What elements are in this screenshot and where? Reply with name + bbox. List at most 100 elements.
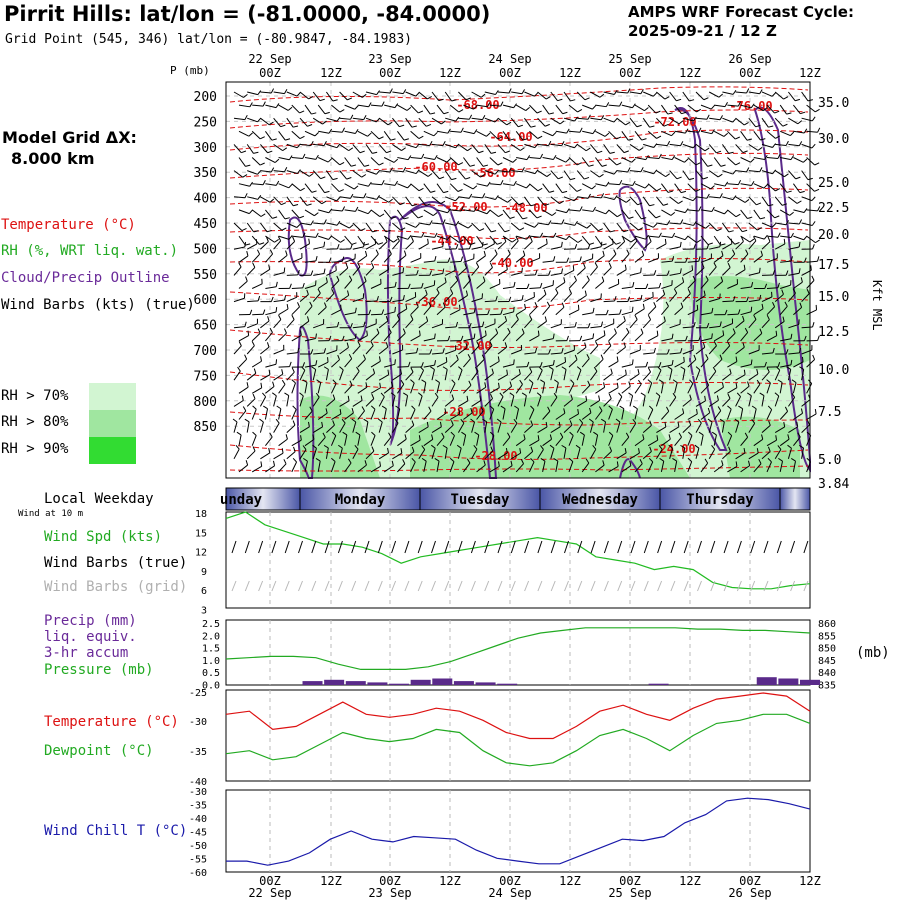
wind-barb xyxy=(397,254,407,263)
wind-barb-feather xyxy=(445,357,448,363)
wind-barb-feather xyxy=(744,327,749,333)
wind-barb-feather xyxy=(442,444,448,449)
wind-barb xyxy=(753,308,764,316)
wind-barb-feather xyxy=(336,243,340,250)
wind-barb xyxy=(273,395,277,407)
wind-barb-feather xyxy=(301,366,306,371)
wind-barb-feather xyxy=(241,150,247,154)
wind-barb xyxy=(238,434,242,446)
wind-barb xyxy=(576,170,585,180)
wind-barb-feather xyxy=(460,418,465,424)
wind-barb xyxy=(740,131,748,141)
wind-barb xyxy=(722,196,734,201)
wind-barb xyxy=(344,209,356,212)
wind-barb-feather xyxy=(376,295,379,302)
wind-barb xyxy=(312,292,321,302)
wind-barb xyxy=(370,435,376,446)
wind-barb-feather xyxy=(314,212,319,217)
wind-barb-feather xyxy=(706,193,710,199)
wind-barb xyxy=(449,157,459,166)
wind-barb-feather xyxy=(455,196,460,202)
wind-barb xyxy=(555,412,566,420)
wind-barb-feather xyxy=(319,98,325,102)
wind-barb-feather xyxy=(747,381,750,387)
wind-barb-feather xyxy=(640,89,644,94)
wind-barb xyxy=(251,465,262,473)
height-tick-label: 15.0 xyxy=(818,290,849,305)
wind-barb-feather xyxy=(465,342,468,348)
wind-barb-feather xyxy=(767,236,771,242)
wind-barb-feather xyxy=(394,418,399,424)
grid-wind-barb xyxy=(284,580,290,592)
wind-barb-feather xyxy=(743,264,746,270)
wind-barb-feather xyxy=(753,314,757,320)
wind-barb xyxy=(331,309,342,316)
wind-barb xyxy=(431,91,440,101)
wind-barb xyxy=(568,359,578,368)
wind-barb xyxy=(577,117,589,120)
wind-barb xyxy=(735,421,740,433)
wind-barb-feather xyxy=(467,224,473,229)
wind-barb xyxy=(753,332,763,342)
wind-barb xyxy=(344,235,353,245)
wind-barb-feather xyxy=(377,418,383,423)
wind-barb-feather xyxy=(764,283,768,289)
wind-barb xyxy=(357,130,368,137)
top-hour-label: 00Z xyxy=(619,66,641,80)
wind-barb xyxy=(537,449,544,460)
wind-barb xyxy=(629,272,641,276)
wind-barb xyxy=(695,346,706,355)
wind-barb xyxy=(463,384,472,394)
wind-barb-feather xyxy=(315,333,317,339)
wind-barb-feather xyxy=(268,447,271,453)
wind-barb xyxy=(317,104,326,115)
wind-barb-feather xyxy=(534,270,538,276)
wind-barb xyxy=(344,434,348,446)
wind-barb xyxy=(761,170,773,175)
surface-wind-barb xyxy=(577,540,583,554)
wind-barb-feather xyxy=(564,356,567,363)
wind-barb-feather xyxy=(760,250,763,256)
wind-barb-feather xyxy=(737,309,741,315)
wind-barb xyxy=(603,91,615,95)
wind-barb xyxy=(423,338,435,342)
wind-barb-feather xyxy=(252,262,256,268)
grid-wind-barb xyxy=(311,580,317,592)
wind-barb-feather xyxy=(386,150,392,154)
wind-barb xyxy=(352,91,363,98)
wind-barb xyxy=(410,257,421,263)
wind-barb-feather xyxy=(640,392,646,397)
wind-barb xyxy=(708,345,717,355)
grid-wind-barb xyxy=(577,580,583,592)
wind-barb-feather xyxy=(548,112,554,115)
wind-barb-feather xyxy=(552,155,557,160)
surface-wind-barb xyxy=(763,540,769,554)
wind-barb xyxy=(325,170,334,180)
wind-barb xyxy=(423,235,435,238)
wind-barb-feather xyxy=(309,406,313,412)
wind-barb xyxy=(590,196,602,199)
wind-barb xyxy=(774,395,780,407)
wind-barb xyxy=(542,364,554,368)
wind-barb xyxy=(405,424,415,433)
wind-barb-feather xyxy=(244,354,248,360)
wind-barb xyxy=(326,143,338,149)
wind-barb-feather xyxy=(530,405,535,410)
wind-barb-feather xyxy=(291,379,296,384)
wind-barb-feather xyxy=(717,173,723,178)
wind-barb xyxy=(405,170,417,175)
wind-barb-feather xyxy=(407,155,412,160)
wind-barb xyxy=(462,434,467,446)
wind-barb-feather xyxy=(469,164,475,167)
wind-barb xyxy=(246,222,255,233)
wind-barb-feather xyxy=(483,460,486,466)
wind-barb-feather xyxy=(679,241,682,247)
wind-barb xyxy=(550,91,558,101)
wind-barb-feather xyxy=(735,356,738,362)
wind-barb xyxy=(410,130,420,139)
wind-barb-feather xyxy=(790,359,793,365)
wind-barb xyxy=(510,222,520,231)
wind-barb-feather xyxy=(470,418,475,423)
wind-barb xyxy=(761,196,769,207)
wind-barb xyxy=(330,461,336,473)
